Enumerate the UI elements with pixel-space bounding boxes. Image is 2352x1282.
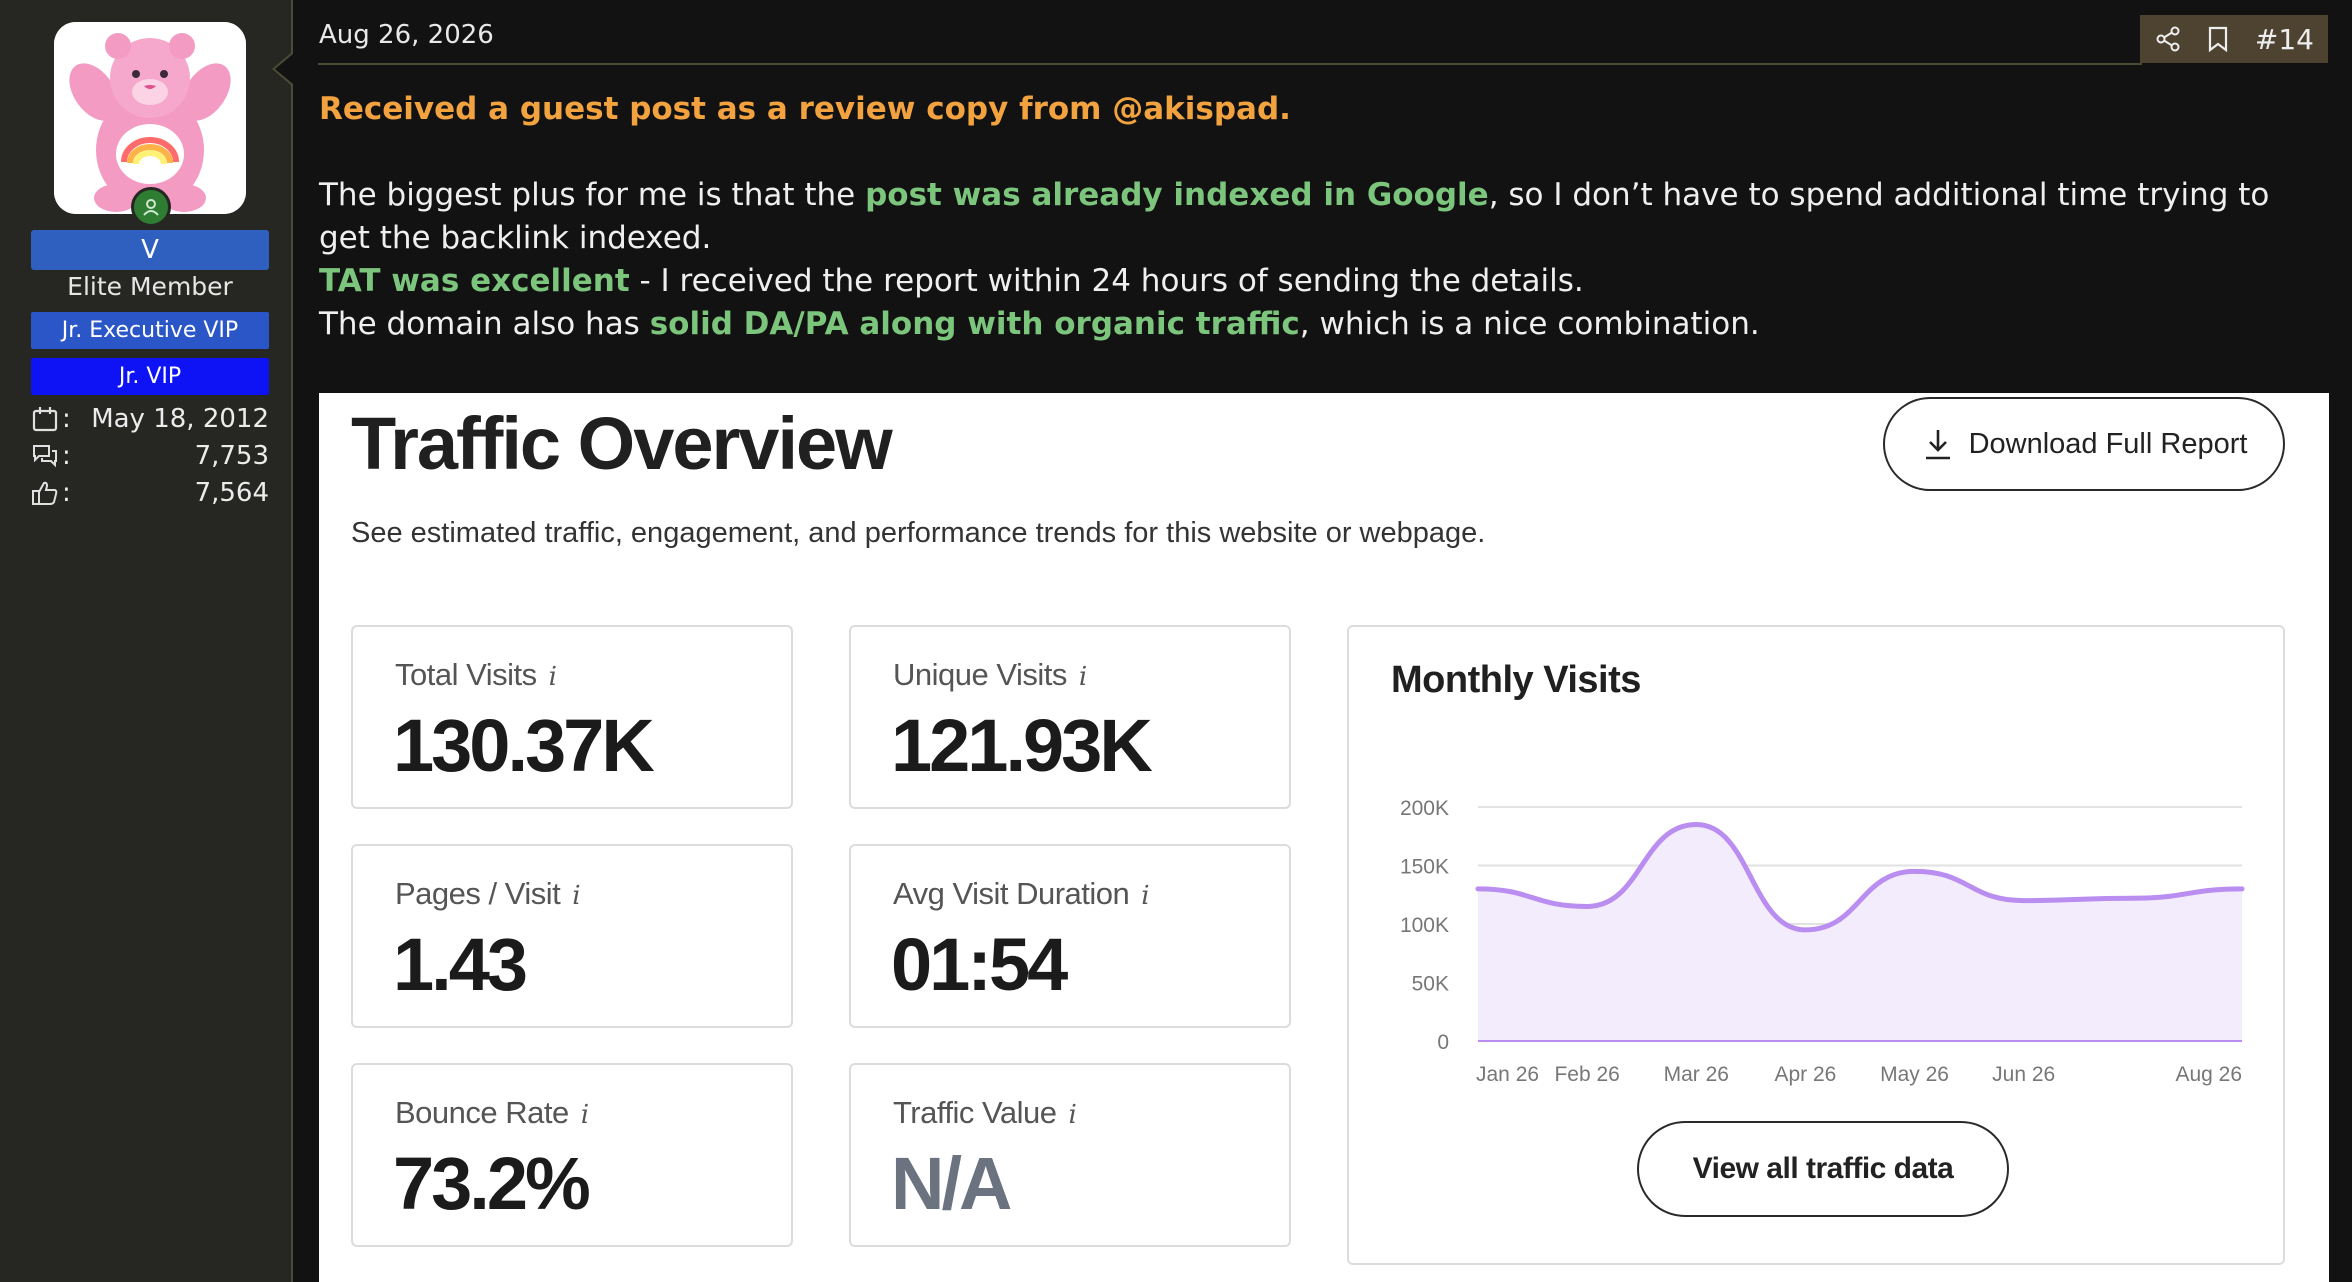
metric-label-text: Unique Visits [893,657,1067,692]
metric-value: 121.93K [891,704,1153,787]
x-tick-label: Feb 26 [1554,1063,1619,1086]
post-paragraph-2: TAT was excellent - I received the repor… [319,260,2309,303]
y-tick-label: 150K [1400,856,1449,879]
calendar-icon [32,407,58,432]
post-intro: Received a guest post as a review copy f… [319,88,2309,131]
y-tick-label: 100K [1400,914,1449,937]
intro-text: Received a guest post as a review copy f… [319,91,1291,127]
metric-label-text: Pages / Visit [395,876,561,911]
chart-title: Monthly Visits [1391,659,1641,701]
bear-avatar-image [54,22,246,214]
messages-value: 7,753 [194,441,269,471]
info-icon[interactable]: i [1141,881,1150,911]
monthly-visits-chart: 0 50K 100K 150K 200K Jan 26 Feb 26 Mar 26 Apr 26… [1400,797,2245,1086]
y-tick-label: 0 [1437,1031,1449,1054]
x-tick-label: May 26 [1880,1063,1949,1086]
metric-label: Traffic Value i [893,1095,1077,1131]
metric-value: 1.43 [393,923,528,1006]
series-line [1475,822,2245,933]
view-all-traffic-button[interactable]: View all traffic data [1637,1121,2009,1217]
thumbs-up-icon [32,481,58,505]
x-tick-label: Apr 26 [1774,1063,1836,1086]
info-icon[interactable]: i [572,881,581,911]
report-subtitle: See estimated traffic, engagement, and p… [351,517,1486,549]
stat-colon: : [62,478,71,508]
x-tick-label: Mar 26 [1664,1063,1729,1086]
post-actions: #14 [2140,15,2328,63]
username[interactable]: V [31,230,269,270]
p2-text-b: - I received the report within 24 hours … [629,263,1584,299]
user-title: Elite Member [67,272,233,301]
post-paragraph-1: The biggest plus for me is that the post… [319,174,2309,260]
post-header-divider [318,63,2142,65]
messages-icon [33,445,57,468]
metric-label: Pages / Visit i [395,876,581,912]
y-tick-label: 200K [1400,797,1449,820]
metric-value: 73.2% [393,1142,591,1225]
p3-text-b: , which is a nice combination. [1299,306,1760,342]
joined-date-value: May 18, 2012 [91,404,269,434]
messages-row: : 7,753 [31,440,269,472]
share-icon[interactable] [2154,25,2182,53]
metric-card-avg-visit-duration: Avg Visit Duration i 01:54 [849,844,1291,1028]
p1-highlight: post was already indexed in Google [865,177,1489,213]
user-sidebar: V Elite Member Jr. Executive VIP Jr. VIP… [0,0,293,1282]
metric-label-text: Avg Visit Duration [893,876,1130,911]
x-tick-label: Aug 26 [2175,1063,2242,1086]
online-status-icon [131,187,171,227]
post-date[interactable]: Aug 26, 2026 [319,20,494,50]
monthly-visits-card: Monthly Visits 0 50K 100K 150K 200K Jan 26 Feb… [1347,625,2285,1265]
metric-card-total-visits: Total Visits i 130.37K [351,625,793,809]
info-icon[interactable]: i [1068,1100,1077,1130]
download-icon [1925,430,1950,460]
info-icon[interactable]: i [548,662,557,692]
avatar[interactable] [54,22,246,214]
post-number[interactable]: #14 [2254,22,2314,56]
download-report-button[interactable]: Download Full Report [1883,397,2285,491]
sidebar-pointer [272,52,293,86]
post-body: Received a guest post as a review copy f… [319,88,2309,346]
x-tick-label: Jun 26 [1992,1063,2055,1086]
metric-value: N/A [891,1142,1012,1225]
metric-value: 130.37K [393,704,655,787]
metric-label: Avg Visit Duration i [893,876,1150,912]
area-fill [1478,824,2242,1041]
traffic-report-image[interactable]: Traffic Overview See estimated traffic, … [319,393,2329,1282]
reactions-row: : 7,564 [31,477,269,509]
x-tick-label: Jan 26 [1476,1063,1539,1086]
metric-value: 01:54 [891,923,1068,1006]
user-badge-executive-vip: Jr. Executive VIP [31,312,269,349]
info-icon[interactable]: i [1078,662,1087,692]
p1-text-b: , so I don’t have to spend additional ti… [319,177,2270,256]
report-title: Traffic Overview [351,402,893,485]
p1-text-a: The biggest plus for me is that the [319,177,866,213]
user-badge-vip: Jr. VIP [31,358,269,395]
p3-text-a: The domain also has [319,306,650,342]
metric-card-traffic-value: Traffic Value i N/A [849,1063,1291,1247]
stat-colon: : [62,441,71,471]
y-tick-label: 50K [1412,973,1449,996]
metric-label-text: Total Visits [395,657,537,692]
metric-label: Unique Visits i [893,657,1087,693]
info-icon[interactable]: i [580,1100,589,1130]
download-report-label: Download Full Report [1968,427,2248,460]
post-paragraph-3: The domain also has solid DA/PA along wi… [319,303,2309,346]
metric-label: Total Visits i [395,657,557,693]
metric-label: Bounce Rate i [395,1095,589,1131]
joined-date-row: : May 18, 2012 [31,403,269,435]
bookmark-icon[interactable] [2206,25,2230,53]
metric-label-text: Bounce Rate [395,1095,569,1130]
metric-card-bounce-rate: Bounce Rate i 73.2% [351,1063,793,1247]
p2-highlight: TAT was excellent [319,263,630,299]
reactions-value: 7,564 [194,478,269,508]
metric-card-pages-per-visit: Pages / Visit i 1.43 [351,844,793,1028]
metric-card-unique-visits: Unique Visits i 121.93K [849,625,1291,809]
stat-colon: : [62,404,71,434]
p3-highlight: solid DA/PA along with organic traffic [649,306,1300,342]
metric-label-text: Traffic Value [893,1095,1057,1130]
